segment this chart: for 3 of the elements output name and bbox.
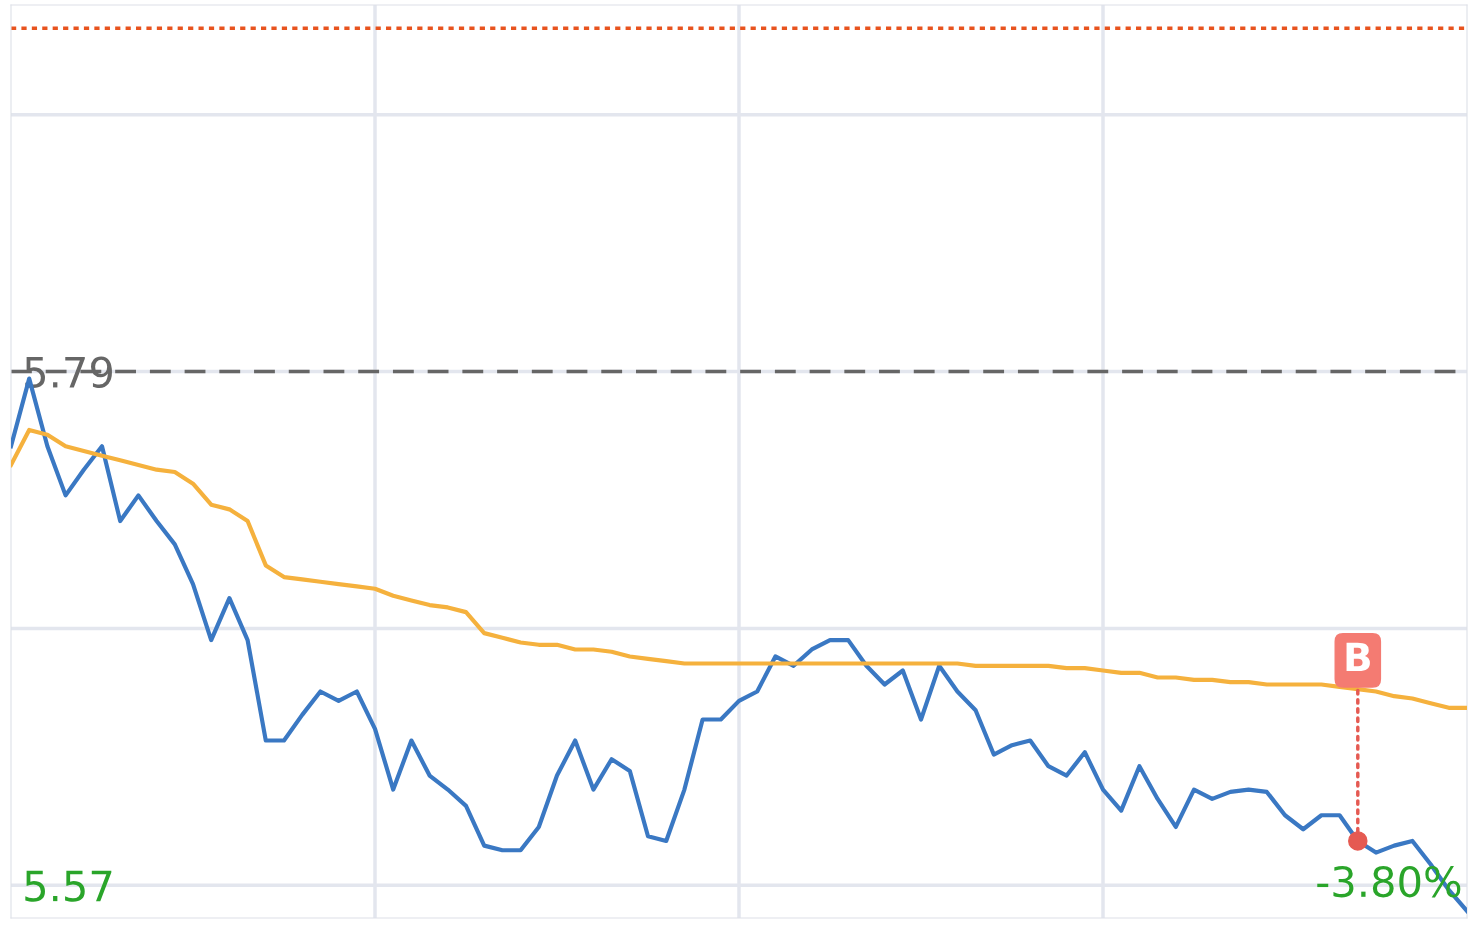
y-tick-label: 5.57 xyxy=(25,870,112,902)
line-series xyxy=(11,427,1467,710)
annotation: B xyxy=(1346,642,1370,672)
